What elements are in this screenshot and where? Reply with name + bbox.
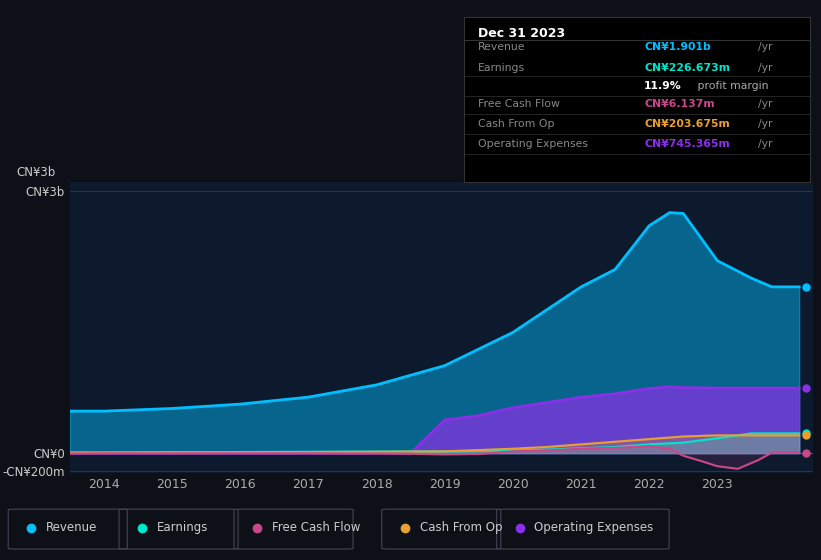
Text: CN¥1.901b: CN¥1.901b bbox=[644, 41, 711, 52]
Text: /yr: /yr bbox=[759, 41, 773, 52]
Text: CN¥6.137m: CN¥6.137m bbox=[644, 99, 714, 109]
Text: Revenue: Revenue bbox=[478, 41, 525, 52]
Text: Cash From Op: Cash From Op bbox=[420, 521, 502, 534]
Text: /yr: /yr bbox=[759, 119, 773, 129]
Text: profit margin: profit margin bbox=[695, 81, 768, 91]
Text: /yr: /yr bbox=[759, 139, 773, 149]
Text: /yr: /yr bbox=[759, 63, 773, 73]
Text: Free Cash Flow: Free Cash Flow bbox=[272, 521, 360, 534]
Text: CN¥3b: CN¥3b bbox=[16, 166, 56, 179]
Text: Revenue: Revenue bbox=[46, 521, 98, 534]
Text: CN¥745.365m: CN¥745.365m bbox=[644, 139, 730, 149]
Text: 11.9%: 11.9% bbox=[644, 81, 681, 91]
Text: CN¥226.673m: CN¥226.673m bbox=[644, 63, 730, 73]
Text: Dec 31 2023: Dec 31 2023 bbox=[478, 27, 565, 40]
Text: CN¥203.675m: CN¥203.675m bbox=[644, 119, 730, 129]
Text: Earnings: Earnings bbox=[157, 521, 209, 534]
Text: /yr: /yr bbox=[759, 99, 773, 109]
Text: Earnings: Earnings bbox=[478, 63, 525, 73]
Text: Cash From Op: Cash From Op bbox=[478, 119, 554, 129]
Text: Operating Expenses: Operating Expenses bbox=[478, 139, 588, 149]
Text: Operating Expenses: Operating Expenses bbox=[534, 521, 654, 534]
Text: Free Cash Flow: Free Cash Flow bbox=[478, 99, 560, 109]
